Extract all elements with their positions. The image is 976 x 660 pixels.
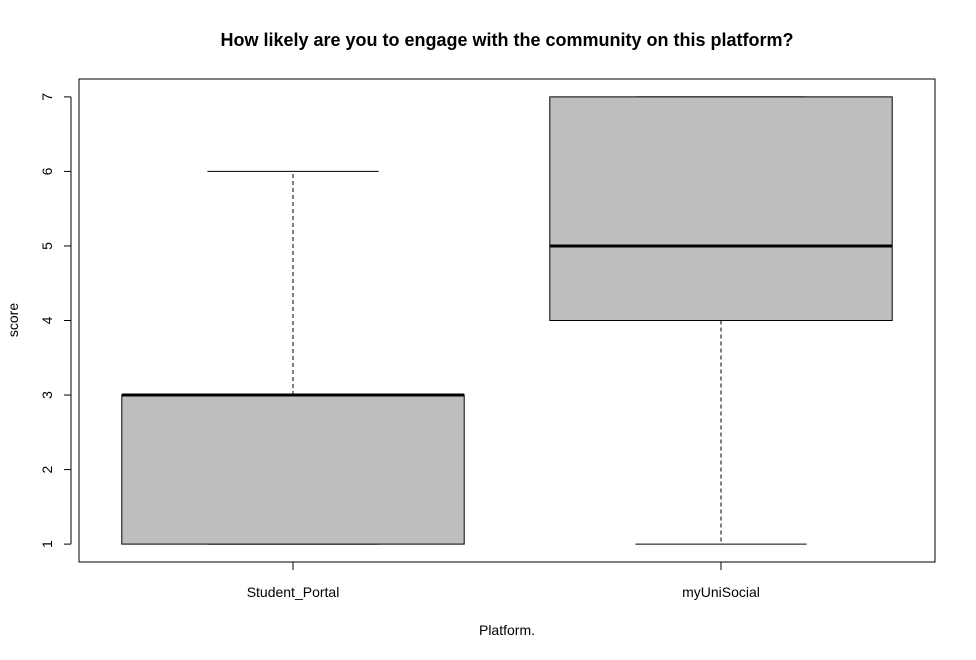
- box-rect-0: [121, 394, 465, 545]
- y-tick-label-1: 1: [39, 540, 55, 548]
- box-rect-1: [549, 96, 893, 321]
- x-axis-label: Platform.: [479, 622, 535, 638]
- y-tick-label-3: 3: [39, 391, 55, 399]
- box-0: [121, 170, 465, 545]
- box-1: [549, 96, 893, 545]
- x-tick-label-1: myUniSocial: [682, 584, 760, 600]
- boxes: [121, 96, 893, 545]
- y-axis: 1 2 3 4 5 6 7: [39, 93, 72, 548]
- y-tick-label-2: 2: [39, 465, 55, 473]
- x-tick-label-0: Student_Portal: [247, 584, 340, 600]
- y-axis-label: score: [5, 303, 21, 337]
- y-tick-label-4: 4: [39, 316, 55, 324]
- x-axis: Student_Portal myUniSocial: [247, 561, 760, 600]
- y-tick-label-5: 5: [39, 242, 55, 250]
- y-tick-label-7: 7: [39, 93, 55, 101]
- y-tick-label-6: 6: [39, 167, 55, 175]
- chart-title: How likely are you to engage with the co…: [220, 30, 793, 50]
